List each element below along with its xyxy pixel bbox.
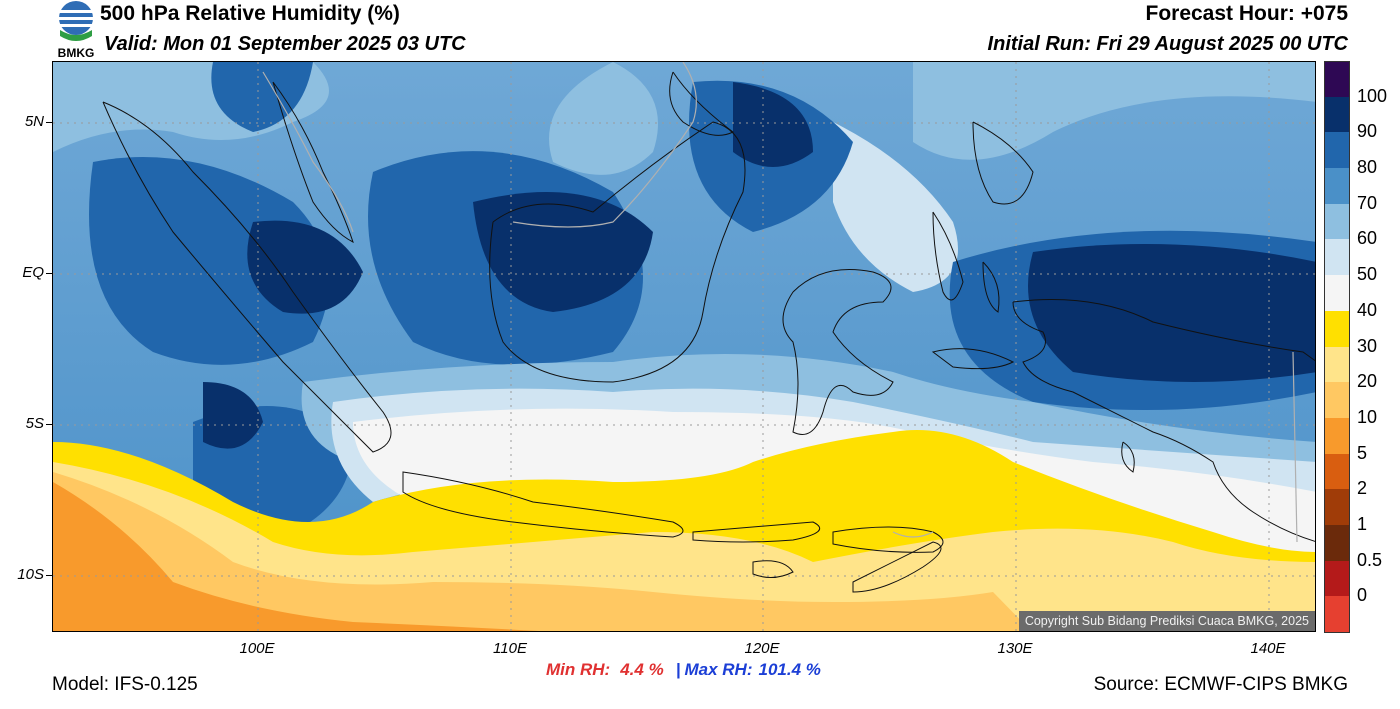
humidity-region <box>549 62 658 175</box>
country-borders <box>262 62 1298 543</box>
colorbar-segment <box>1324 275 1350 312</box>
colorbar-label: 5 <box>1357 442 1368 463</box>
lat-label-eq: EQ <box>22 264 44 281</box>
lon-label-120e: 120E <box>744 640 780 657</box>
colorbar-label: 70 <box>1357 192 1378 213</box>
colorbar-label: 2 <box>1357 478 1368 499</box>
initial-run: Initial Run: Fri 29 August 2025 00 UTC <box>987 33 1348 55</box>
colorbar-label: 100 <box>1357 85 1388 106</box>
chart-title: 500 hPa Relative Humidity (%) <box>100 2 400 25</box>
rh-stats: Min RH: 4.4 % | Max RH: 101.4 % <box>546 660 821 680</box>
humidity-region <box>53 482 539 631</box>
colorbar-label: 90 <box>1357 121 1378 142</box>
humidity-region <box>53 472 1032 631</box>
colorbar-label: 30 <box>1357 335 1378 356</box>
colorbar-segment <box>1324 417 1350 455</box>
colorbar-label: 0 <box>1357 585 1368 606</box>
colorbar-segment <box>1324 96 1350 133</box>
source-label: Source: ECMWF-CIPS BMKG <box>1093 674 1348 695</box>
colorbar-label: 60 <box>1357 228 1378 249</box>
copyright-notice: Copyright Sub Bidang Prediksi Cuaca BMKG… <box>1018 611 1315 631</box>
lat-label-5s: 5S <box>25 415 44 432</box>
model-label: Model: IFS-0.125 <box>52 674 198 695</box>
logo-text: BMKG <box>58 46 95 60</box>
colorbar-segment <box>1324 168 1350 205</box>
humidity-region <box>1028 244 1315 382</box>
lon-label-140e: 140E <box>1250 640 1286 657</box>
colorbar-segment <box>1324 61 1350 98</box>
humidity-region <box>89 157 329 365</box>
humidity-region <box>473 192 653 312</box>
colorbar-segment <box>1324 346 1350 383</box>
lon-label-130e: 130E <box>997 640 1033 657</box>
colorbar-segment <box>1324 524 1350 562</box>
humidity-region <box>203 382 263 449</box>
bmkg-logo: BMKG <box>52 0 100 60</box>
colorbar-label: 80 <box>1357 157 1378 178</box>
coastlines <box>102 71 1315 593</box>
lon-label-110e: 110E <box>493 640 527 657</box>
lat-tick <box>46 575 52 576</box>
colorbar-segment <box>1324 489 1350 526</box>
colorbar-label: 10 <box>1357 406 1378 427</box>
humidity-region <box>913 62 1315 160</box>
max-rh-value: 101.4 % <box>758 660 821 679</box>
stats-separator: | <box>675 660 681 679</box>
min-rh-value: 4.4 % <box>620 660 664 679</box>
lon-label-100e: 100E <box>239 640 275 657</box>
lat-tick <box>46 424 52 425</box>
lat-tick <box>46 273 52 274</box>
colorbar-label: 40 <box>1357 299 1378 320</box>
colorbar-segment <box>1324 596 1350 633</box>
min-rh-label: Min RH: <box>546 660 611 679</box>
colorbar-label: 50 <box>1357 264 1378 285</box>
colorbar-segment <box>1324 382 1350 419</box>
humidity-region <box>247 220 363 314</box>
colorbar-segment <box>1324 132 1350 169</box>
colorbar-label: 0.5 <box>1357 549 1383 570</box>
colorbar-label: 1 <box>1357 513 1368 534</box>
colorbar <box>1324 61 1352 633</box>
max-rh-label: Max RH: <box>684 660 753 679</box>
colorbar-segment <box>1324 560 1350 597</box>
colorbar-segment <box>1324 239 1350 276</box>
humidity-region <box>733 82 813 167</box>
lat-tick <box>46 122 52 123</box>
colorbar-segment <box>1324 203 1350 240</box>
forecast-hour: Forecast Hour: +075 <box>1145 2 1349 25</box>
colorbar-label: 20 <box>1357 371 1378 392</box>
lat-label-10s: 10S <box>17 566 44 583</box>
valid-time: Valid: Mon 01 September 2025 03 UTC <box>104 33 466 55</box>
colorbar-segment <box>1324 453 1350 490</box>
humidity-map: Copyright Sub Bidang Prediksi Cuaca BMKG… <box>52 61 1316 632</box>
colorbar-segment <box>1324 310 1350 347</box>
humidity-region <box>833 122 958 292</box>
lat-label-5n: 5N <box>24 113 44 130</box>
